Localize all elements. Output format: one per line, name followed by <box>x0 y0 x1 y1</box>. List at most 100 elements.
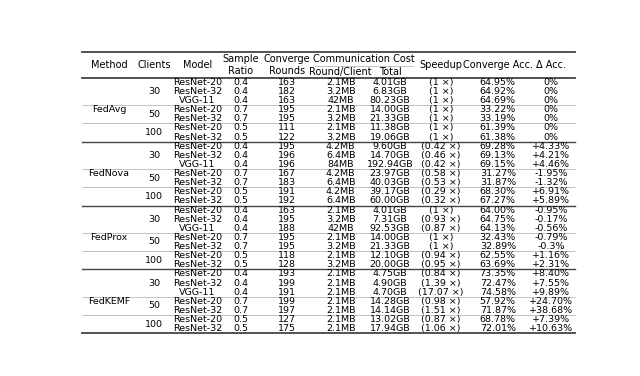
Text: FedAvg: FedAvg <box>92 105 126 114</box>
Text: 74.58%: 74.58% <box>480 288 516 297</box>
Text: 0%: 0% <box>543 133 559 142</box>
Text: 0%: 0% <box>543 123 559 132</box>
Text: 163: 163 <box>278 96 296 105</box>
Text: 183: 183 <box>278 178 296 187</box>
Text: (1 ×): (1 ×) <box>429 242 453 251</box>
Text: 42MB: 42MB <box>328 96 354 105</box>
Text: ResNet-20: ResNet-20 <box>173 123 222 132</box>
Text: 2.1MB: 2.1MB <box>326 123 355 132</box>
Text: ResNet-32: ResNet-32 <box>173 279 222 288</box>
Text: (0.94 ×): (0.94 ×) <box>421 251 461 260</box>
Text: ResNet-32: ResNet-32 <box>173 196 222 205</box>
Text: +38.68%: +38.68% <box>529 306 573 315</box>
Text: Total: Total <box>379 67 401 77</box>
Text: 21.33GB: 21.33GB <box>370 114 410 123</box>
Text: Δ Acc.: Δ Acc. <box>536 60 566 70</box>
Text: (1 ×): (1 ×) <box>429 133 453 142</box>
Text: (0.46 ×): (0.46 ×) <box>421 151 461 160</box>
Text: -0.3%: -0.3% <box>537 242 564 251</box>
Text: 20.00GB: 20.00GB <box>370 260 410 269</box>
Text: 4.70GB: 4.70GB <box>372 288 408 297</box>
Text: 0.5: 0.5 <box>234 251 248 260</box>
Text: 4.2MB: 4.2MB <box>326 169 355 178</box>
Text: ResNet-20: ResNet-20 <box>173 78 222 87</box>
Text: 64.75%: 64.75% <box>480 215 516 224</box>
Text: 0.4: 0.4 <box>234 215 248 224</box>
Text: 63.69%: 63.69% <box>480 260 516 269</box>
Text: +4.33%: +4.33% <box>532 142 570 151</box>
Text: 0%: 0% <box>543 96 559 105</box>
Text: 192.94GB: 192.94GB <box>367 160 413 169</box>
Text: 0.7: 0.7 <box>234 242 248 251</box>
Text: 199: 199 <box>278 279 296 288</box>
Text: 163: 163 <box>278 206 296 215</box>
Text: (1 ×): (1 ×) <box>429 233 453 242</box>
Text: FedProx: FedProx <box>90 233 128 242</box>
Text: 0.5: 0.5 <box>234 315 248 324</box>
Text: +24.70%: +24.70% <box>529 297 573 306</box>
Text: 3.2MB: 3.2MB <box>326 260 356 269</box>
Text: 3.2MB: 3.2MB <box>326 242 356 251</box>
Text: 7.31GB: 7.31GB <box>372 215 408 224</box>
Text: Converge Acc.: Converge Acc. <box>463 60 532 70</box>
Text: 4.2MB: 4.2MB <box>326 187 355 196</box>
Text: 100: 100 <box>145 192 163 201</box>
Text: 195: 195 <box>278 242 296 251</box>
Text: +9.89%: +9.89% <box>532 288 570 297</box>
Text: 0.5: 0.5 <box>234 133 248 142</box>
Text: 2.1MB: 2.1MB <box>326 279 355 288</box>
Text: 69.13%: 69.13% <box>480 151 516 160</box>
Text: 0.4: 0.4 <box>234 206 248 215</box>
Text: 2.1MB: 2.1MB <box>326 251 355 260</box>
Text: 14.28GB: 14.28GB <box>370 297 410 306</box>
Text: 192: 192 <box>278 196 296 205</box>
Text: 199: 199 <box>278 297 296 306</box>
Text: 195: 195 <box>278 142 296 151</box>
Text: 12.10GB: 12.10GB <box>370 251 410 260</box>
Text: 4.75GB: 4.75GB <box>372 270 408 278</box>
Text: (1 ×): (1 ×) <box>429 114 453 123</box>
Text: 196: 196 <box>278 151 296 160</box>
Text: (0.95 ×): (0.95 ×) <box>421 260 461 269</box>
Text: 50: 50 <box>148 238 160 247</box>
Text: (1 ×): (1 ×) <box>429 105 453 114</box>
Text: 42MB: 42MB <box>328 224 354 233</box>
Text: ResNet-32: ResNet-32 <box>173 324 222 333</box>
Text: 69.15%: 69.15% <box>480 160 516 169</box>
Text: 175: 175 <box>278 324 296 333</box>
Text: 30: 30 <box>148 279 160 288</box>
Text: (1 ×): (1 ×) <box>429 78 453 87</box>
Text: 14.70GB: 14.70GB <box>370 151 410 160</box>
Text: 3.2MB: 3.2MB <box>326 133 356 142</box>
Text: 118: 118 <box>278 251 296 260</box>
Text: 0.4: 0.4 <box>234 279 248 288</box>
Text: 2.1MB: 2.1MB <box>326 315 355 324</box>
Text: ResNet-20: ResNet-20 <box>173 297 222 306</box>
Text: 6.83GB: 6.83GB <box>372 87 408 96</box>
Text: +2.31%: +2.31% <box>532 260 570 269</box>
Text: 4.2MB: 4.2MB <box>326 142 355 151</box>
Text: Round/Client: Round/Client <box>309 67 372 77</box>
Text: (0.98 ×): (0.98 ×) <box>421 297 461 306</box>
Text: 197: 197 <box>278 306 296 315</box>
Text: 0%: 0% <box>543 87 559 96</box>
Text: (1 ×): (1 ×) <box>429 96 453 105</box>
Text: VGG-11: VGG-11 <box>179 224 216 233</box>
Text: 14.00GB: 14.00GB <box>370 105 410 114</box>
Text: 182: 182 <box>278 87 296 96</box>
Text: 31.27%: 31.27% <box>480 169 516 178</box>
Text: Sample
Ratio: Sample Ratio <box>223 54 259 76</box>
Text: ResNet-20: ResNet-20 <box>173 251 222 260</box>
Text: 0.4: 0.4 <box>234 160 248 169</box>
Text: (1.06 ×): (1.06 ×) <box>421 324 461 333</box>
Text: 68.78%: 68.78% <box>480 315 516 324</box>
Text: 40.03GB: 40.03GB <box>370 178 410 187</box>
Text: Model: Model <box>182 60 212 70</box>
Text: Converge
Rounds: Converge Rounds <box>264 54 310 76</box>
Text: 195: 195 <box>278 233 296 242</box>
Text: (0.42 ×): (0.42 ×) <box>421 142 461 151</box>
Text: 0.5: 0.5 <box>234 196 248 205</box>
Text: 67.27%: 67.27% <box>480 196 516 205</box>
Text: 72.01%: 72.01% <box>480 324 516 333</box>
Text: 64.69%: 64.69% <box>480 96 516 105</box>
